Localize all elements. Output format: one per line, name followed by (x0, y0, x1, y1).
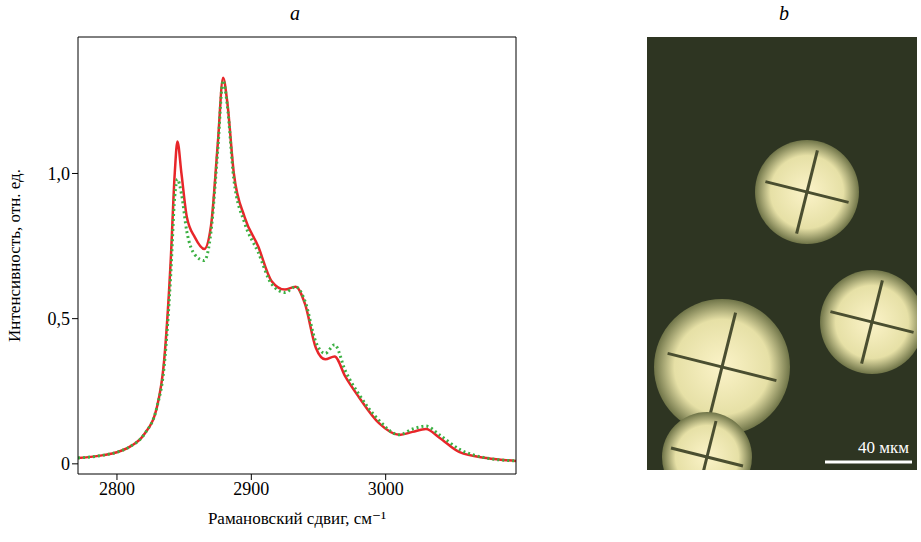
html-text:a: a (290, 2, 300, 24)
svg-text:Интенсивность, отн. ед.: Интенсивность, отн. ед. (5, 169, 24, 342)
svg-text:Рамановский сдвиг, см⁻¹: Рамановский сдвиг, см⁻¹ (208, 509, 386, 528)
svg-text:2800: 2800 (99, 479, 135, 499)
svg-text:0: 0 (61, 454, 70, 474)
html-text:b: b (779, 2, 789, 24)
svg-text:3000: 3000 (368, 479, 404, 499)
svg-text:2900: 2900 (233, 479, 269, 499)
html-text:40 мкм: 40 мкм (858, 438, 909, 457)
svg-text:0,5: 0,5 (48, 309, 71, 329)
svg-text:1,0: 1,0 (48, 164, 71, 184)
